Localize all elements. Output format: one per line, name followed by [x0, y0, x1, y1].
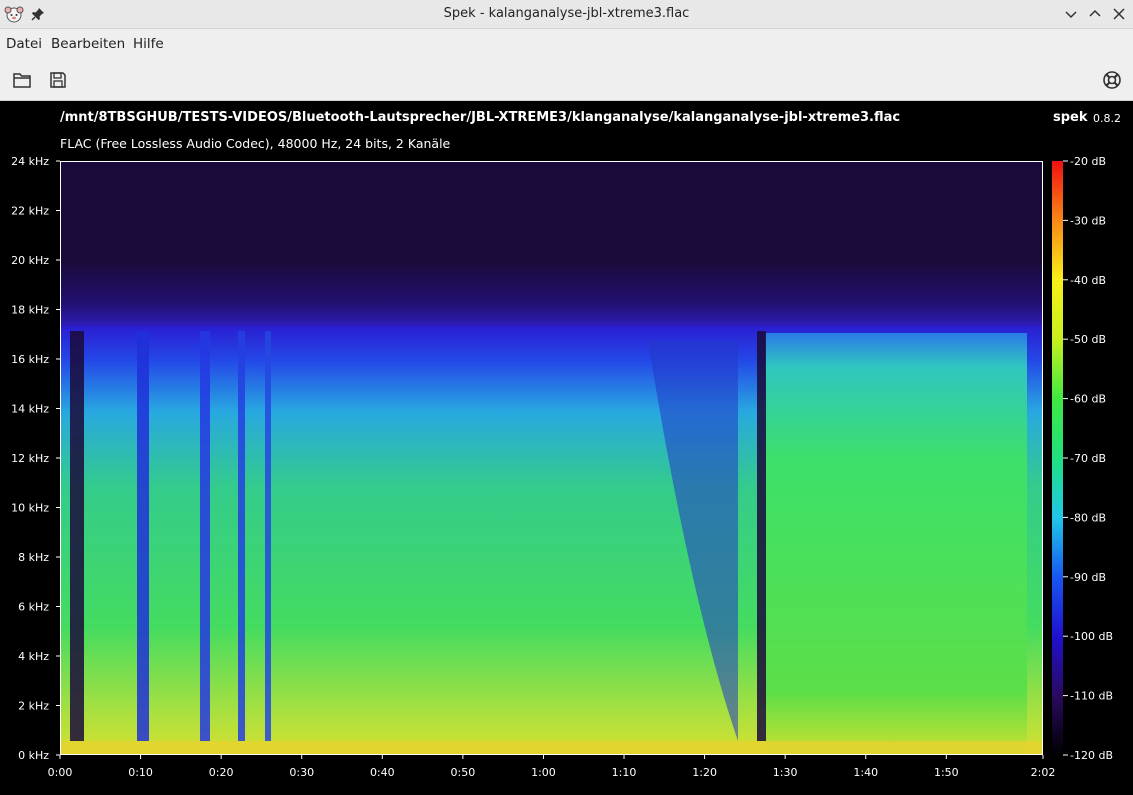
colorbar-tick-label: -90 dB	[1070, 571, 1106, 584]
colorbar-tick-label: -80 dB	[1070, 511, 1106, 524]
menu-bar: Datei Bearbeiten Hilfe	[0, 29, 1133, 59]
colorbar-tick-label: -40 dB	[1070, 274, 1106, 287]
spectral-dip	[648, 341, 738, 741]
x-tick-label: 1:20	[692, 766, 717, 779]
colorbar-tick-label: -60 dB	[1070, 393, 1106, 406]
app-name: spek	[1053, 110, 1088, 125]
y-tick-label: 14 kHz	[11, 403, 49, 416]
y-tick-label: 16 kHz	[11, 353, 49, 366]
x-tick-label: 0:10	[128, 766, 153, 779]
y-tick-label: 4 kHz	[18, 650, 49, 663]
y-tick-label: 2 kHz	[18, 700, 49, 713]
streak	[70, 331, 84, 741]
title-bar: Spek - kalanganalyse-jbl-xtreme3.flac	[0, 0, 1133, 29]
maximize-button[interactable]	[1087, 6, 1103, 22]
menu-hilfe[interactable]: Hilfe	[133, 36, 164, 52]
y-tick-label: 24 kHz	[11, 155, 49, 168]
streak	[137, 331, 149, 741]
x-tick-label: 1:30	[773, 766, 798, 779]
colorbar-tick-label: -30 dB	[1070, 214, 1106, 227]
x-tick-label: 0:40	[370, 766, 395, 779]
close-button[interactable]	[1111, 6, 1127, 22]
x-tick-label: 1:10	[612, 766, 637, 779]
colorbar-tick-label: -20 dB	[1070, 155, 1106, 168]
x-tick-label: 1:00	[531, 766, 556, 779]
x-tick-label: 0:00	[48, 766, 73, 779]
spek-app-icon	[4, 6, 24, 23]
y-tick-label: 18 kHz	[11, 304, 49, 317]
spectral-streaks	[70, 331, 766, 741]
colorbar-ticks: -20 dB -30 dB -40 dB -50 dB -60 dB -70 dB -80 …	[1063, 155, 1113, 762]
colorbar-tick-label: -110 dB	[1070, 690, 1113, 703]
spectrogram-view: /mnt/8TBSGHUB/TESTS-VIDEOS/Bluetooth-Lau…	[0, 101, 1133, 795]
colorbar-tick-label: -100 dB	[1070, 630, 1113, 643]
x-tick-label: 2:02	[1031, 766, 1056, 779]
file-path: /mnt/8TBSGHUB/TESTS-VIDEOS/Bluetooth-Lau…	[60, 110, 901, 125]
x-tick-label: 0:50	[451, 766, 476, 779]
spectrogram-chart: 0 kHz 2 kHz 4 kHz 6 kHz 8 kHz 10 kHz 12 kHz 14 …	[11, 155, 1113, 779]
pin-icon[interactable]	[30, 6, 46, 22]
x-tick-label: 1:50	[934, 766, 959, 779]
colorbar-tick-label: -120 dB	[1070, 749, 1113, 762]
colorbar-tick-label: -50 dB	[1070, 333, 1106, 346]
y-tick-label: 6 kHz	[18, 601, 49, 614]
y-tick-label: 0 kHz	[18, 749, 49, 762]
minimize-button[interactable]	[1063, 6, 1079, 22]
x-tick-label: 0:30	[289, 766, 314, 779]
plot-frame	[60, 161, 1043, 755]
y-tick-label: 8 kHz	[18, 551, 49, 564]
y-tick-label: 10 kHz	[11, 502, 49, 515]
colorbar	[1052, 161, 1063, 755]
y-tick-label: 12 kHz	[11, 452, 49, 465]
menu-bearbeiten[interactable]: Bearbeiten	[51, 36, 126, 52]
lifebuoy-icon[interactable]	[1101, 69, 1123, 91]
toolbar	[0, 59, 1133, 101]
streak	[757, 331, 766, 741]
x-tick-label: 0:20	[209, 766, 234, 779]
streak	[238, 331, 245, 741]
x-axis-ticks: 0:00 0:10 0:20 0:30 0:40 0:50 1:00 1:10 1:20 1:30…	[48, 755, 1056, 779]
file-info: FLAC (Free Lossless Audio Codec), 48000 …	[60, 136, 451, 151]
x-tick-label: 1:40	[853, 766, 878, 779]
y-axis-ticks: 0 kHz 2 kHz 4 kHz 6 kHz 8 kHz 10 kHz 12 kHz 14 …	[11, 155, 60, 762]
loud-section	[765, 333, 1027, 755]
streak	[200, 331, 210, 741]
low-freq-band	[60, 741, 1043, 755]
app-version: 0.8.2	[1093, 112, 1121, 125]
save-icon[interactable]	[47, 69, 69, 91]
window-title: Spek - kalanganalyse-jbl-xtreme3.flac	[443, 6, 690, 21]
folder-open-icon[interactable]	[11, 69, 33, 91]
menu-datei[interactable]: Datei	[6, 36, 43, 52]
streak	[265, 331, 271, 741]
y-tick-label: 20 kHz	[11, 254, 49, 267]
y-tick-label: 22 kHz	[11, 205, 49, 218]
upper-noise-band	[60, 261, 1043, 331]
colorbar-tick-label: -70 dB	[1070, 452, 1106, 465]
